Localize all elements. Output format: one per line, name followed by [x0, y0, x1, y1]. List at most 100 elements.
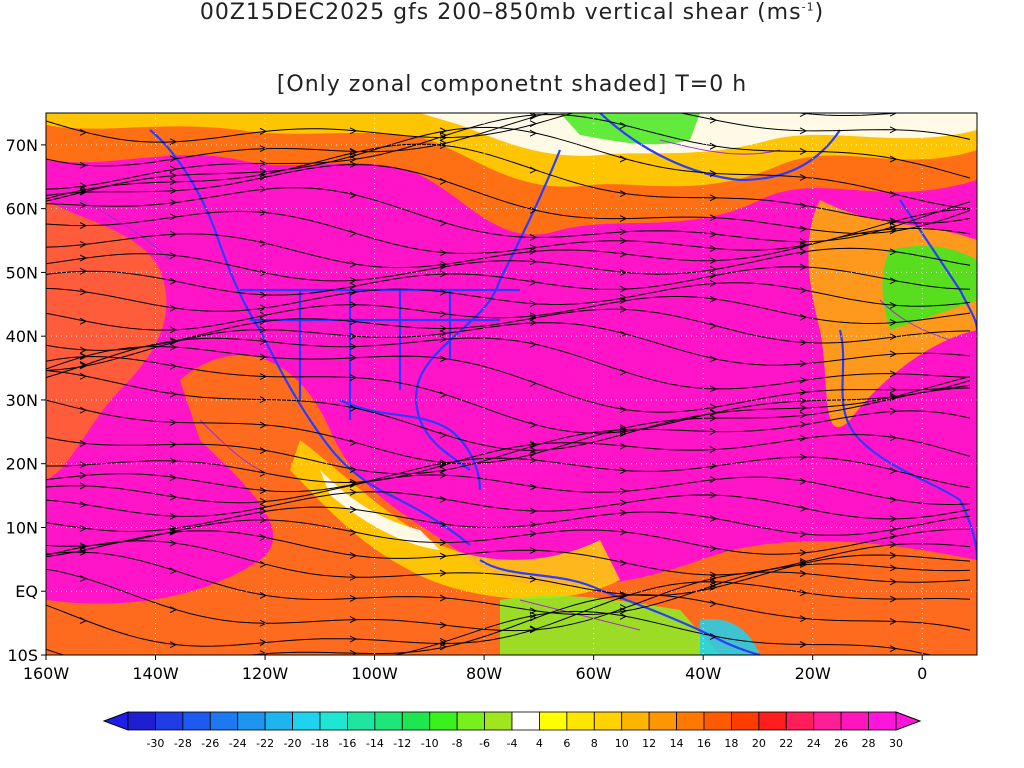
streamline-arrow — [169, 512, 178, 520]
colorbar-tick-label: -26 — [201, 737, 219, 750]
streamline — [46, 410, 971, 475]
streamline-arrow — [799, 202, 808, 210]
streamline — [46, 387, 971, 465]
streamline-arrow — [889, 370, 898, 378]
streamline-arrow — [259, 291, 268, 299]
streamline-arrow — [709, 428, 718, 436]
streamline-arrow — [529, 312, 538, 320]
streamline-arrow — [799, 421, 808, 428]
streamline-arrow — [259, 534, 268, 541]
shear-green-north — [560, 113, 700, 145]
streamline-arrow — [259, 317, 268, 325]
chart-title-line2: [Only zonal componetnt shaded] T=0 h — [276, 72, 748, 97]
streamline-arrow — [529, 626, 538, 634]
streamline-arrow — [889, 191, 898, 198]
streamline — [46, 282, 971, 312]
streamline-arrow — [439, 134, 448, 142]
streamline-arrow — [619, 297, 628, 305]
chart-title-line1: 00Z15DEC2025 gfs 200–850mb vertical shea… — [199, 0, 825, 25]
streamline-arrow — [259, 326, 268, 334]
streamline-arrow — [349, 318, 358, 326]
streamline — [46, 568, 971, 632]
colorbar-tick-label: 26 — [834, 737, 848, 750]
streamline-arrow — [79, 267, 88, 275]
colorbar-tick-label: -24 — [229, 737, 247, 750]
streamline-arrow — [79, 525, 88, 532]
colorbar-tick-label: 28 — [862, 737, 876, 750]
colorbar-swatch — [209, 711, 239, 731]
streamline-arrow — [529, 340, 538, 348]
streamline-arrow — [529, 575, 538, 583]
streamline-arrow — [439, 310, 448, 318]
streamline-arrow — [79, 575, 88, 582]
streamline-arrow — [889, 217, 898, 225]
colorbar-tick-label: 12 — [642, 737, 656, 750]
streamline-arrow — [529, 278, 538, 286]
lat-tick-label: 10S — [7, 646, 38, 665]
streamline-arrow — [889, 225, 898, 233]
streamline-arrow — [619, 294, 628, 301]
streamline-arrow — [439, 461, 448, 469]
streamline-arrow — [709, 600, 718, 608]
colorbar-tick-label: 6 — [563, 737, 570, 750]
streamline-arrow — [349, 552, 358, 560]
streamline-arrow — [259, 498, 268, 505]
lat-axis: 70N 60N 50N 40N 30N 20N 10N EQ 10S — [6, 136, 46, 665]
coast-north-america-east — [415, 149, 562, 471]
streamline-arrow — [439, 539, 448, 547]
streamline-arrow — [79, 361, 88, 369]
coast-south-america — [479, 559, 761, 655]
streamline-arrow — [169, 418, 178, 426]
streamline — [46, 540, 971, 596]
streamline-arrow — [439, 594, 448, 602]
streamline-arrow — [619, 368, 628, 376]
lat-tick-label: 70N — [6, 136, 38, 155]
streamline-arrow — [799, 127, 808, 135]
colorbar-swatch — [511, 711, 540, 731]
streamline-arrow — [169, 343, 178, 351]
streamline-arrow — [889, 318, 898, 326]
streamline-arrow — [439, 324, 448, 332]
lon-tick-label: 120W — [242, 664, 289, 683]
streamline-arrow — [439, 495, 448, 503]
lon-tick-label: 160W — [23, 664, 70, 683]
streamline — [46, 519, 970, 555]
colorbar-swatch — [292, 711, 321, 731]
lat-tick-label: 50N — [6, 263, 38, 282]
streamline-arrow — [529, 166, 538, 174]
streamline-arrow — [529, 507, 538, 515]
streamline — [46, 506, 971, 536]
colorbar-swatch — [566, 711, 595, 731]
streamline-arrow — [709, 271, 718, 279]
streamline-arrow — [619, 591, 628, 599]
streamline-arrow — [259, 170, 268, 178]
streamline-arrow — [80, 680, 86, 686]
streamline-arrow — [349, 594, 358, 602]
streamline-arrow — [349, 276, 358, 284]
streamline-arrow — [169, 326, 178, 334]
streamline-arrow — [439, 142, 448, 150]
colorbar-tick-label: -14 — [366, 737, 384, 750]
colorbar-swatch — [813, 711, 842, 731]
streamline-arrow — [889, 126, 898, 134]
streamline-arrow — [620, 102, 626, 108]
streamline-arrow — [799, 339, 808, 346]
streamline-arrow — [79, 188, 88, 196]
streamline-arrow — [709, 279, 718, 287]
streamline-arrow — [349, 374, 358, 382]
streamline-arrow — [169, 138, 178, 146]
streamline-arrow — [169, 304, 178, 312]
streamline-arrow — [709, 245, 718, 253]
streamline-arrow — [799, 641, 808, 648]
streamline-arrow — [799, 570, 808, 578]
streamline-arrow — [79, 461, 88, 469]
lat-tick-label: 40N — [6, 327, 38, 346]
streamline-arrow — [619, 499, 628, 507]
streamline-arrow — [799, 549, 808, 557]
streamline-arrow — [259, 311, 268, 319]
streamline-arrow — [259, 487, 268, 495]
streamline-arrow — [169, 606, 178, 614]
streamline-arrow — [79, 240, 88, 248]
streamline-arrow — [79, 406, 88, 414]
